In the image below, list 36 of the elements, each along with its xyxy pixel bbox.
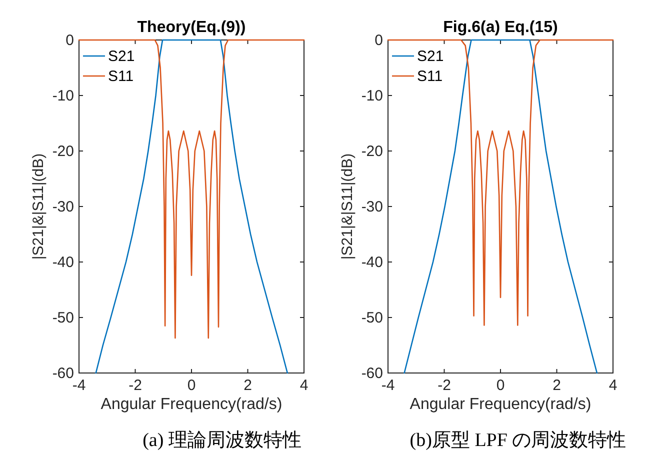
y-tick-label: 0 [66, 32, 74, 49]
x-tick-label: -2 [438, 377, 451, 394]
y-tick-label: -50 [52, 310, 74, 326]
y-tick-label: -20 [361, 143, 383, 160]
x-tick-label: 4 [300, 377, 308, 394]
x-tick-label: -2 [128, 377, 142, 394]
chart-title: Theory(Eq.(9)) [137, 19, 246, 36]
y-axis-title: |S21|&|S11|(dB) [339, 153, 356, 260]
y-tick-label: -10 [361, 88, 383, 104]
x-tick-label: 4 [608, 377, 618, 394]
x-tick-label: 0 [187, 377, 196, 394]
y-tick-label: -30 [361, 198, 383, 216]
y-tick-label: -30 [52, 198, 74, 216]
y-axis-title: |S21|&|S11|(dB) [30, 153, 47, 260]
x-tick-label: -4 [72, 377, 86, 394]
y-tick-label: 0 [374, 32, 383, 49]
y-tick-label: -40 [361, 254, 383, 271]
legend-label: S21 [108, 48, 135, 65]
legend-label: S11 [108, 68, 134, 85]
text: (a) 理論周波数特性 [142, 430, 302, 451]
y-tick-label: -50 [361, 310, 383, 326]
x-axis-title: Angular Frequency(rad/s) [410, 396, 592, 413]
x-tick-label: 2 [552, 377, 561, 394]
y-tick-label: -40 [52, 254, 74, 271]
x-tick-label: 0 [496, 377, 505, 394]
chart-title: Fig.6(a) Eq.(15) [443, 19, 558, 36]
legend-label: S21 [417, 48, 444, 65]
y-tick-label: -20 [52, 143, 74, 160]
x-axis-title: Angular Frequency(rad/s) [100, 396, 282, 413]
y-tick-label: -10 [52, 88, 74, 104]
text: (b)原型 LPF の周波数特性 [410, 430, 626, 451]
x-tick-label: 2 [244, 377, 252, 394]
y-tick-label: -60 [52, 365, 74, 382]
legend-label: S11 [417, 68, 443, 85]
y-tick-label: -60 [361, 365, 383, 382]
x-tick-label: -4 [381, 377, 395, 394]
